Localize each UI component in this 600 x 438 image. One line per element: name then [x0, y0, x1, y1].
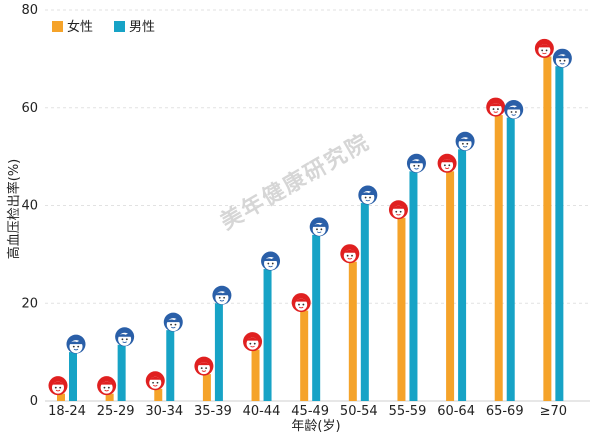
x-axis-label: 年龄(岁)	[291, 419, 340, 434]
female-face-icon	[97, 376, 117, 396]
bar-female	[494, 115, 503, 402]
bar-female	[543, 56, 552, 402]
bar-female	[348, 261, 357, 401]
male-face-icon	[212, 285, 232, 305]
male-face-icon	[261, 251, 281, 271]
x-tick-label: ≥70	[540, 404, 567, 419]
bar-male	[312, 234, 321, 401]
female-face-icon	[291, 293, 311, 313]
female-face-icon	[243, 332, 263, 352]
y-tick-label: 60	[21, 101, 38, 116]
x-tick-label: 65-69	[486, 404, 524, 419]
x-tick-label: 45-49	[291, 404, 329, 419]
bar-male	[555, 66, 564, 402]
bar-female	[105, 393, 114, 401]
y-tick-label: 20	[21, 296, 38, 311]
y-tick-label: 0	[30, 394, 38, 409]
x-tick-label: 60-64	[437, 404, 475, 419]
y-axis-ticks: 0 20 40 60 80	[21, 3, 38, 409]
male-face-icon	[66, 334, 86, 354]
bar-male	[214, 303, 223, 401]
male-face-icon	[406, 153, 426, 173]
bar-male	[360, 203, 369, 401]
legend: 女性 男性	[52, 19, 155, 35]
x-tick-label: 25-29	[97, 404, 135, 419]
legend-label-female: 女性	[67, 19, 93, 35]
x-tick-label: 30-34	[145, 404, 183, 419]
bar-female	[202, 374, 211, 401]
watermark: 美年健康研究院	[216, 129, 375, 236]
bar-female	[57, 393, 65, 401]
female-face-icon	[145, 371, 165, 391]
face-markers	[48, 38, 572, 396]
legend-swatch-female	[52, 21, 63, 32]
bar-male	[458, 149, 467, 401]
male-face-icon	[163, 312, 183, 332]
bar-female	[154, 388, 163, 401]
y-tick-label: 40	[21, 199, 38, 214]
bar-female	[446, 171, 455, 401]
female-face-icon	[534, 38, 554, 58]
x-tick-label: 35-39	[194, 404, 232, 419]
x-tick-label: 55-59	[389, 404, 427, 419]
bar-male	[263, 269, 272, 401]
y-axis-label: 高血压检出率(%)	[6, 159, 22, 260]
female-face-icon	[340, 244, 360, 264]
x-tick-label: 50-54	[340, 404, 378, 419]
bar-female	[300, 310, 309, 401]
legend-label-male: 男性	[129, 20, 155, 35]
bar-male	[117, 344, 126, 401]
male-face-icon	[552, 48, 572, 68]
bar-female	[397, 217, 406, 401]
female-face-icon	[194, 356, 214, 376]
bar-male	[506, 117, 515, 402]
y-tick-label: 80	[21, 3, 38, 18]
female-face-icon	[486, 97, 506, 117]
female-face-icon	[48, 376, 68, 396]
female-face-icon	[437, 153, 457, 173]
male-face-icon	[504, 100, 524, 120]
x-tick-label: 40-44	[243, 404, 281, 419]
bars	[57, 56, 564, 402]
bar-male	[166, 330, 175, 401]
female-face-icon	[388, 200, 408, 220]
x-axis-ticks: 18-24 25-29 30-34 35-39 40-44 45-49 50-54 55-59…	[48, 404, 567, 419]
male-face-icon	[115, 327, 135, 347]
bar-male	[409, 171, 418, 401]
male-face-icon	[455, 131, 475, 151]
legend-swatch-male	[114, 21, 125, 32]
male-face-icon	[309, 217, 329, 237]
bar-male	[69, 352, 77, 401]
x-tick-label: 18-24	[48, 404, 86, 419]
male-face-icon	[358, 185, 378, 205]
bar-female	[251, 349, 260, 401]
